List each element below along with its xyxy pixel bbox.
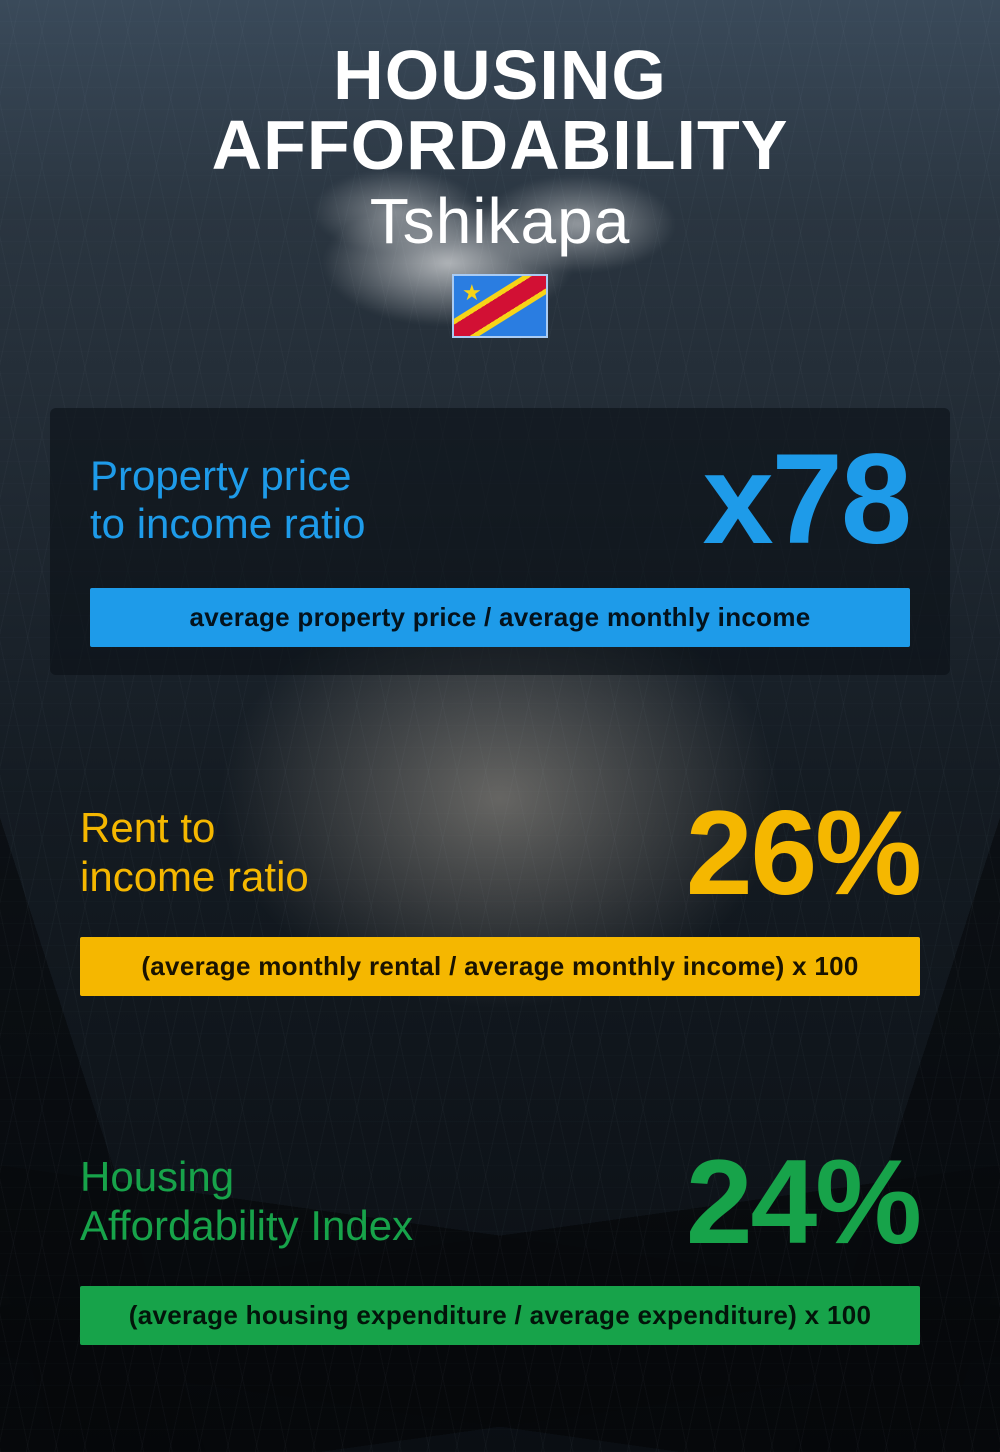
metric-row: HousingAffordability Index 24%: [80, 1148, 920, 1256]
metric-label: HousingAffordability Index: [80, 1153, 413, 1250]
metric-row: Property priceto income ratio x78: [90, 442, 910, 557]
metric-value: 26%: [686, 799, 920, 907]
flag-star-icon: ★: [462, 282, 482, 304]
metric-label: Rent toincome ratio: [80, 804, 309, 901]
metric-formula: (average housing expenditure / average e…: [80, 1286, 920, 1345]
metric-value: 24%: [686, 1148, 920, 1256]
metric-label: Property priceto income ratio: [90, 452, 365, 549]
metric-row: Rent toincome ratio 26%: [80, 799, 920, 907]
flag-drc-icon: ★: [452, 274, 548, 338]
metric-value: x78: [702, 442, 910, 557]
infographic: HOUSING AFFORDABILITY Tshikapa ★ Propert…: [0, 0, 1000, 1452]
metric-card-affordability-index: HousingAffordability Index 24% (average …: [50, 1114, 950, 1373]
header: HOUSING AFFORDABILITY Tshikapa ★: [50, 40, 950, 338]
metric-card-rent-to-income: Rent toincome ratio 26% (average monthly…: [50, 765, 950, 1024]
page-subtitle: Tshikapa: [50, 186, 950, 256]
metric-card-price-to-income: Property priceto income ratio x78 averag…: [50, 408, 950, 674]
metric-formula: average property price / average monthly…: [90, 588, 910, 647]
page-title: HOUSING AFFORDABILITY: [50, 40, 950, 180]
metric-formula: (average monthly rental / average monthl…: [80, 937, 920, 996]
